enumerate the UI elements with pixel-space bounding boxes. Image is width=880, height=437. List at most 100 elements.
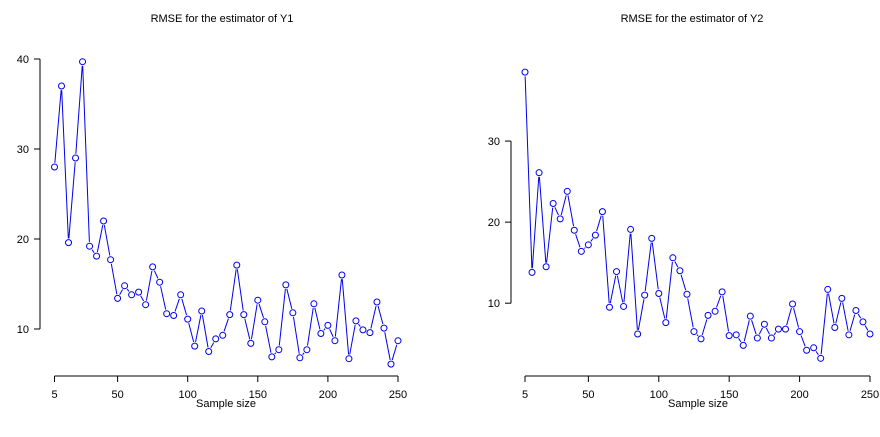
- data-point: [380, 324, 388, 332]
- data-point: [79, 58, 87, 66]
- data-point: [331, 337, 339, 345]
- x-tick-label: 50: [582, 389, 594, 401]
- data-point: [845, 331, 853, 339]
- data-point: [191, 342, 199, 350]
- x-tick-label: 100: [179, 389, 197, 401]
- data-point: [135, 288, 143, 296]
- chart-title: RMSE for the estimator of Y1: [151, 13, 294, 25]
- data-point: [338, 271, 346, 279]
- data-point: [247, 339, 255, 347]
- series-line: [524, 76, 869, 356]
- data-point: [732, 331, 740, 339]
- data-point: [627, 225, 635, 233]
- data-point: [676, 267, 684, 275]
- data-point: [65, 239, 73, 247]
- data-point: [212, 335, 220, 343]
- data-point: [817, 354, 825, 362]
- data-point: [810, 344, 818, 352]
- data-point: [683, 290, 691, 298]
- data-point: [746, 312, 754, 320]
- data-point: [584, 241, 592, 249]
- data-point: [345, 355, 353, 363]
- data-point: [366, 329, 374, 337]
- data-point: [352, 317, 360, 325]
- data-point: [387, 360, 395, 368]
- data-point: [641, 291, 649, 299]
- series-line: [54, 65, 398, 361]
- y-tick-label: 30: [488, 136, 500, 148]
- data-point: [648, 234, 656, 242]
- data-point: [690, 328, 698, 336]
- data-point: [556, 215, 564, 223]
- data-point: [121, 282, 129, 290]
- data-point: [760, 320, 768, 328]
- data-point: [163, 310, 171, 318]
- data-point: [107, 256, 115, 264]
- data-point: [704, 311, 712, 319]
- data-point: [774, 325, 782, 333]
- data-point: [289, 309, 297, 317]
- data-point: [577, 247, 585, 255]
- data-point: [620, 302, 628, 310]
- x-axis-label: Sample size: [196, 398, 256, 410]
- data-point: [324, 321, 332, 329]
- x-tick-label: 150: [249, 389, 267, 401]
- x-axis-label: Sample size: [668, 398, 728, 410]
- data-point: [310, 300, 318, 308]
- data-point: [156, 278, 164, 286]
- data-point: [718, 288, 726, 296]
- data-point: [254, 296, 262, 304]
- data-point: [114, 294, 122, 302]
- data-point: [86, 242, 94, 250]
- data-point: [852, 307, 860, 314]
- x-tick-label: 250: [389, 389, 407, 401]
- x-tick-label: 100: [650, 389, 668, 401]
- data-point: [72, 154, 80, 162]
- y-tick-label: 20: [17, 234, 29, 246]
- data-point: [803, 346, 811, 354]
- data-point: [669, 254, 677, 262]
- data-point: [317, 330, 325, 337]
- data-point: [198, 307, 206, 315]
- x-tick-label: 50: [111, 389, 123, 401]
- data-point: [655, 289, 663, 297]
- data-point: [303, 346, 311, 354]
- data-point: [605, 303, 613, 311]
- data-point: [697, 335, 705, 343]
- data-point: [226, 311, 234, 319]
- x-tick-label: 150: [720, 389, 738, 401]
- x-tick-label: 250: [861, 389, 879, 401]
- data-point: [149, 263, 157, 271]
- x-tick-label: 5: [522, 389, 528, 401]
- data-point: [831, 324, 839, 332]
- data-point: [373, 298, 381, 306]
- data-point: [177, 291, 185, 299]
- data-point: [838, 294, 846, 302]
- y-tick-label: 10: [17, 324, 29, 336]
- data-point: [662, 319, 670, 327]
- data-point: [184, 315, 192, 323]
- data-point: [549, 199, 557, 207]
- y-tick-label: 30: [17, 144, 29, 156]
- data-point: [51, 163, 58, 171]
- data-point: [233, 261, 241, 269]
- data-point: [542, 263, 550, 271]
- x-tick-label: 200: [790, 389, 808, 401]
- data-point: [535, 169, 543, 177]
- data-point: [268, 353, 276, 361]
- data-point: [219, 331, 227, 339]
- data-point: [128, 291, 136, 299]
- data-point: [142, 301, 150, 309]
- x-tick-label: 200: [319, 389, 337, 401]
- data-point: [753, 334, 761, 342]
- data-point: [824, 285, 832, 293]
- x-tick-label: 5: [51, 389, 57, 401]
- y-tick-label: 10: [488, 298, 500, 310]
- data-point: [282, 281, 290, 289]
- data-point: [296, 354, 304, 362]
- data-point: [598, 208, 606, 216]
- data-point: [240, 311, 248, 319]
- data-point: [275, 346, 283, 354]
- data-point: [394, 337, 402, 345]
- data-point: [100, 217, 108, 225]
